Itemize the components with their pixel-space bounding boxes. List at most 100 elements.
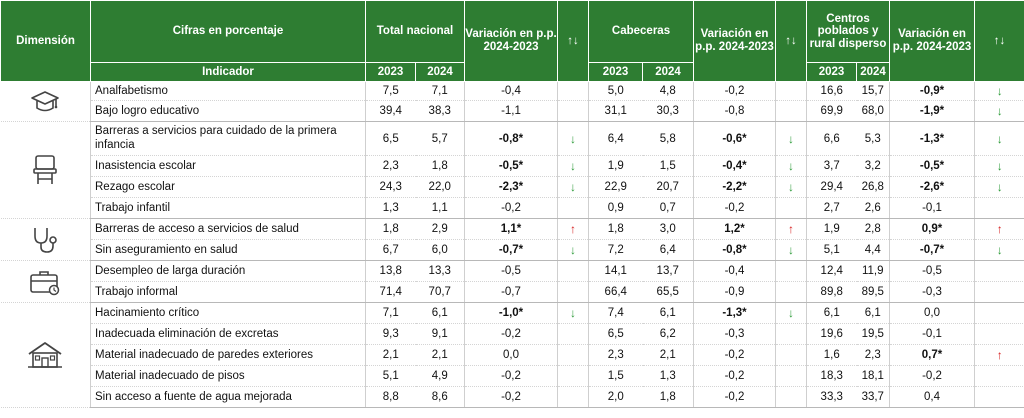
value-2023: 39,4 [365,100,416,122]
variation-value: -0,7 [464,281,558,303]
arrow-up-icon: ↑ [974,218,1024,240]
value-2024: 8,6 [415,386,465,408]
table-row: Desempleo de larga duración 13,8 13,3 -0,5 1… [0,260,1024,303]
dimension-icon-cell [0,260,91,303]
value-2023: 5,1 [365,365,416,387]
variation-value: -0,8* [693,239,776,261]
value-2023: 1,9 [806,218,857,240]
variation-value: -2,6* [889,176,975,198]
table-row: Bajo logro educativo 39,4 38,3 -1,1 31,1 30,3… [1,100,1024,122]
school-desk-icon [1,154,91,186]
stethoscope-icon [1,225,91,255]
variation-value: -0,5* [464,155,558,177]
header-row-top: Dimensión Cifras en porcentaje Total nac… [0,0,1024,82]
value-2023: 2,1 [365,344,416,366]
indicator-name: Sin aseguramiento en salud [90,239,366,261]
value-2023: 0,9 [588,197,643,219]
arrow-cell [974,302,1024,324]
value-2023: 6,4 [588,121,643,156]
centros-header: Centros poblados y rural disperso [805,0,891,63]
arrow-down-icon: ↓ [974,176,1024,198]
year-2023-total: 2023 [365,62,416,82]
arrow-down-icon: ↓ [974,155,1024,177]
value-2024: 2,8 [856,218,890,240]
variation-value: -1,3* [889,121,975,156]
variation-value: -0,2 [464,386,558,408]
value-2024: 30,3 [642,100,694,122]
value-2023: 1,8 [588,218,643,240]
arrow-down-icon: ↓ [775,155,807,177]
value-2023: 1,3 [365,197,416,219]
indicator-name: Sin acceso a fuente de agua mejorada [90,386,366,408]
value-2023: 24,3 [365,176,416,198]
variation-value: -0,2 [464,365,558,387]
arrow-cell [775,197,807,219]
indicator-name: Material inadecuado de pisos [90,365,366,387]
value-2024: 6,1 [642,302,694,324]
value-2023: 69,9 [806,100,857,122]
indicator-name: Inasistencia escolar [90,155,366,177]
value-2024: 2,9 [415,218,465,240]
year-2024-cabeceras: 2024 [642,62,694,82]
variation-value: -0,2 [464,197,558,219]
variation-value: -0,2 [889,365,975,387]
indicator-name: Barreras a servicios para cuidado de la … [90,121,366,156]
arrow-cell [974,197,1024,219]
value-2023: 6,5 [588,323,643,345]
value-2024: 1,8 [642,386,694,408]
variation-value: -0,2 [693,197,776,219]
arrow-cell [775,344,807,366]
value-2023: 2,0 [588,386,643,408]
value-2024: 6,1 [415,302,465,324]
value-2024: 13,3 [415,260,465,282]
arrow-cell [775,260,807,282]
table-row: Rezago escolar 24,3 22,0 -2,3* ↓ 22,9 20,7 -2,2… [1,176,1024,198]
arrow-cell [557,365,589,387]
dimension-header: Dimensión [0,0,91,82]
value-2024: 5,7 [415,121,465,156]
variation-value: -0,5 [889,260,975,282]
briefcase-icon [1,268,91,296]
variation-value: -0,2 [693,386,776,408]
arrow-down-icon: ↓ [775,239,807,261]
value-2023: 7,2 [588,239,643,261]
indicator-name: Hacinamiento crítico [90,302,366,324]
arrow-down-icon: ↓ [974,239,1024,261]
variation-value: -0,1 [889,197,975,219]
value-2024: 26,8 [856,176,890,198]
indicator-name: Rezago escolar [90,176,366,198]
arrow-cell [974,260,1024,282]
sort-arrows-header-centros: ↑↓ [974,0,1024,82]
value-2023: 22,9 [588,176,643,198]
value-2023: 16,6 [806,81,857,101]
arrow-cell [775,386,807,408]
arrow-down-icon: ↓ [557,176,589,198]
arrow-up-icon: ↑ [974,344,1024,366]
variation-value: 0,0 [889,302,975,324]
value-2024: 4,9 [415,365,465,387]
indicator-name: Desempleo de larga duración [90,260,366,282]
value-2023: 12,4 [806,260,857,282]
variation-value: -0,1 [889,323,975,345]
arrow-down-icon: ↓ [775,302,807,324]
indicator-name: Bajo logro educativo [90,100,366,122]
value-2023: 2,7 [806,197,857,219]
table-row: Inasistencia escolar 2,3 1,8 -0,5* ↓ 1,9 1,5 -0… [1,155,1024,177]
variation-value: -0,7* [464,239,558,261]
arrow-down-icon: ↓ [775,176,807,198]
value-2024: 3,0 [642,218,694,240]
variacion-header-cabeceras: Variación en p.p. 2024-2023 [693,0,776,82]
value-2024: 1,5 [642,155,694,177]
arrow-cell [775,100,807,122]
dimension-icon-cell [0,81,91,122]
variation-value: -0,3 [889,281,975,303]
indicator-name: Material inadecuado de paredes exteriore… [90,344,366,366]
value-2024: 6,1 [856,302,890,324]
arrow-cell [557,323,589,345]
value-2023: 66,4 [588,281,643,303]
arrow-down-icon: ↓ [974,100,1024,122]
value-2023: 1,5 [588,365,643,387]
table-row: Sin acceso a fuente de agua mejorada 8,8 8… [1,386,1024,408]
table-row: Material inadecuado de paredes exteriore… [1,344,1024,366]
variation-value: -0,5* [889,155,975,177]
